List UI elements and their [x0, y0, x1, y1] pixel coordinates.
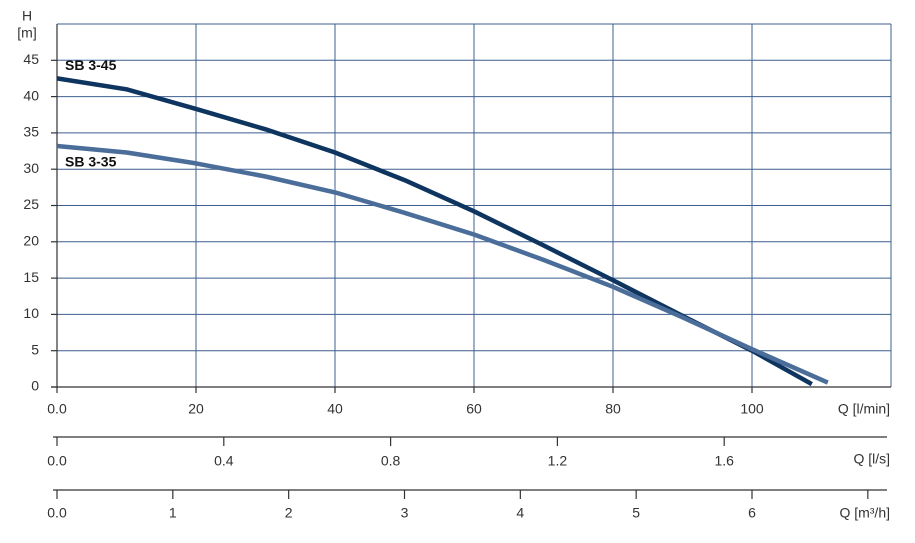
- x2-tick-label: 0.8: [381, 453, 401, 469]
- x2-tick-label: 1.6: [714, 453, 734, 469]
- x3-tick-label: 6: [748, 505, 756, 521]
- x-axis-label: Q [l/min]: [838, 401, 890, 417]
- x3-tick-label: 3: [401, 505, 409, 521]
- x2-tick-label: 0.4: [214, 453, 234, 469]
- y-tick-label: 5: [31, 341, 39, 357]
- y-tick-label: 10: [23, 305, 39, 321]
- x2-tick-label: 0.0: [47, 453, 67, 469]
- x3-tick-label: 4: [516, 505, 524, 521]
- x-tick-label: 100: [740, 401, 764, 417]
- curve: [56, 143, 829, 385]
- y-tick-label: 35: [23, 124, 39, 140]
- y-tick-label: 45: [23, 51, 39, 67]
- y-tick-label: 25: [23, 196, 39, 212]
- series-label: SB 3-45: [65, 57, 117, 73]
- x3-tick-label: 5: [632, 505, 640, 521]
- series-label: SB 3-35: [65, 154, 117, 170]
- x3-axis-label: Q [m³/h]: [839, 505, 890, 521]
- y-tick-label: 15: [23, 269, 39, 285]
- x2-axis-label: Q [l/s]: [853, 451, 890, 467]
- y-tick-label: 40: [23, 87, 39, 103]
- x-tick-label: 80: [605, 401, 621, 417]
- curve: [56, 76, 813, 387]
- y-axis-unit: [m]: [17, 25, 36, 41]
- x-tick-label: 0.0: [47, 401, 67, 417]
- x-tick-label: 20: [188, 401, 204, 417]
- x2-tick-label: 1.2: [548, 453, 568, 469]
- x3-tick-label: 1: [169, 505, 177, 521]
- x-tick-label: 60: [466, 401, 482, 417]
- x3-tick-label: 0.0: [47, 505, 67, 521]
- y-tick-label: 20: [23, 233, 39, 249]
- x-tick-label: 40: [327, 401, 343, 417]
- x3-tick-label: 2: [285, 505, 293, 521]
- y-tick-label: 30: [23, 160, 39, 176]
- y-axis-label: H: [22, 8, 32, 24]
- y-tick-label: 0: [31, 378, 39, 394]
